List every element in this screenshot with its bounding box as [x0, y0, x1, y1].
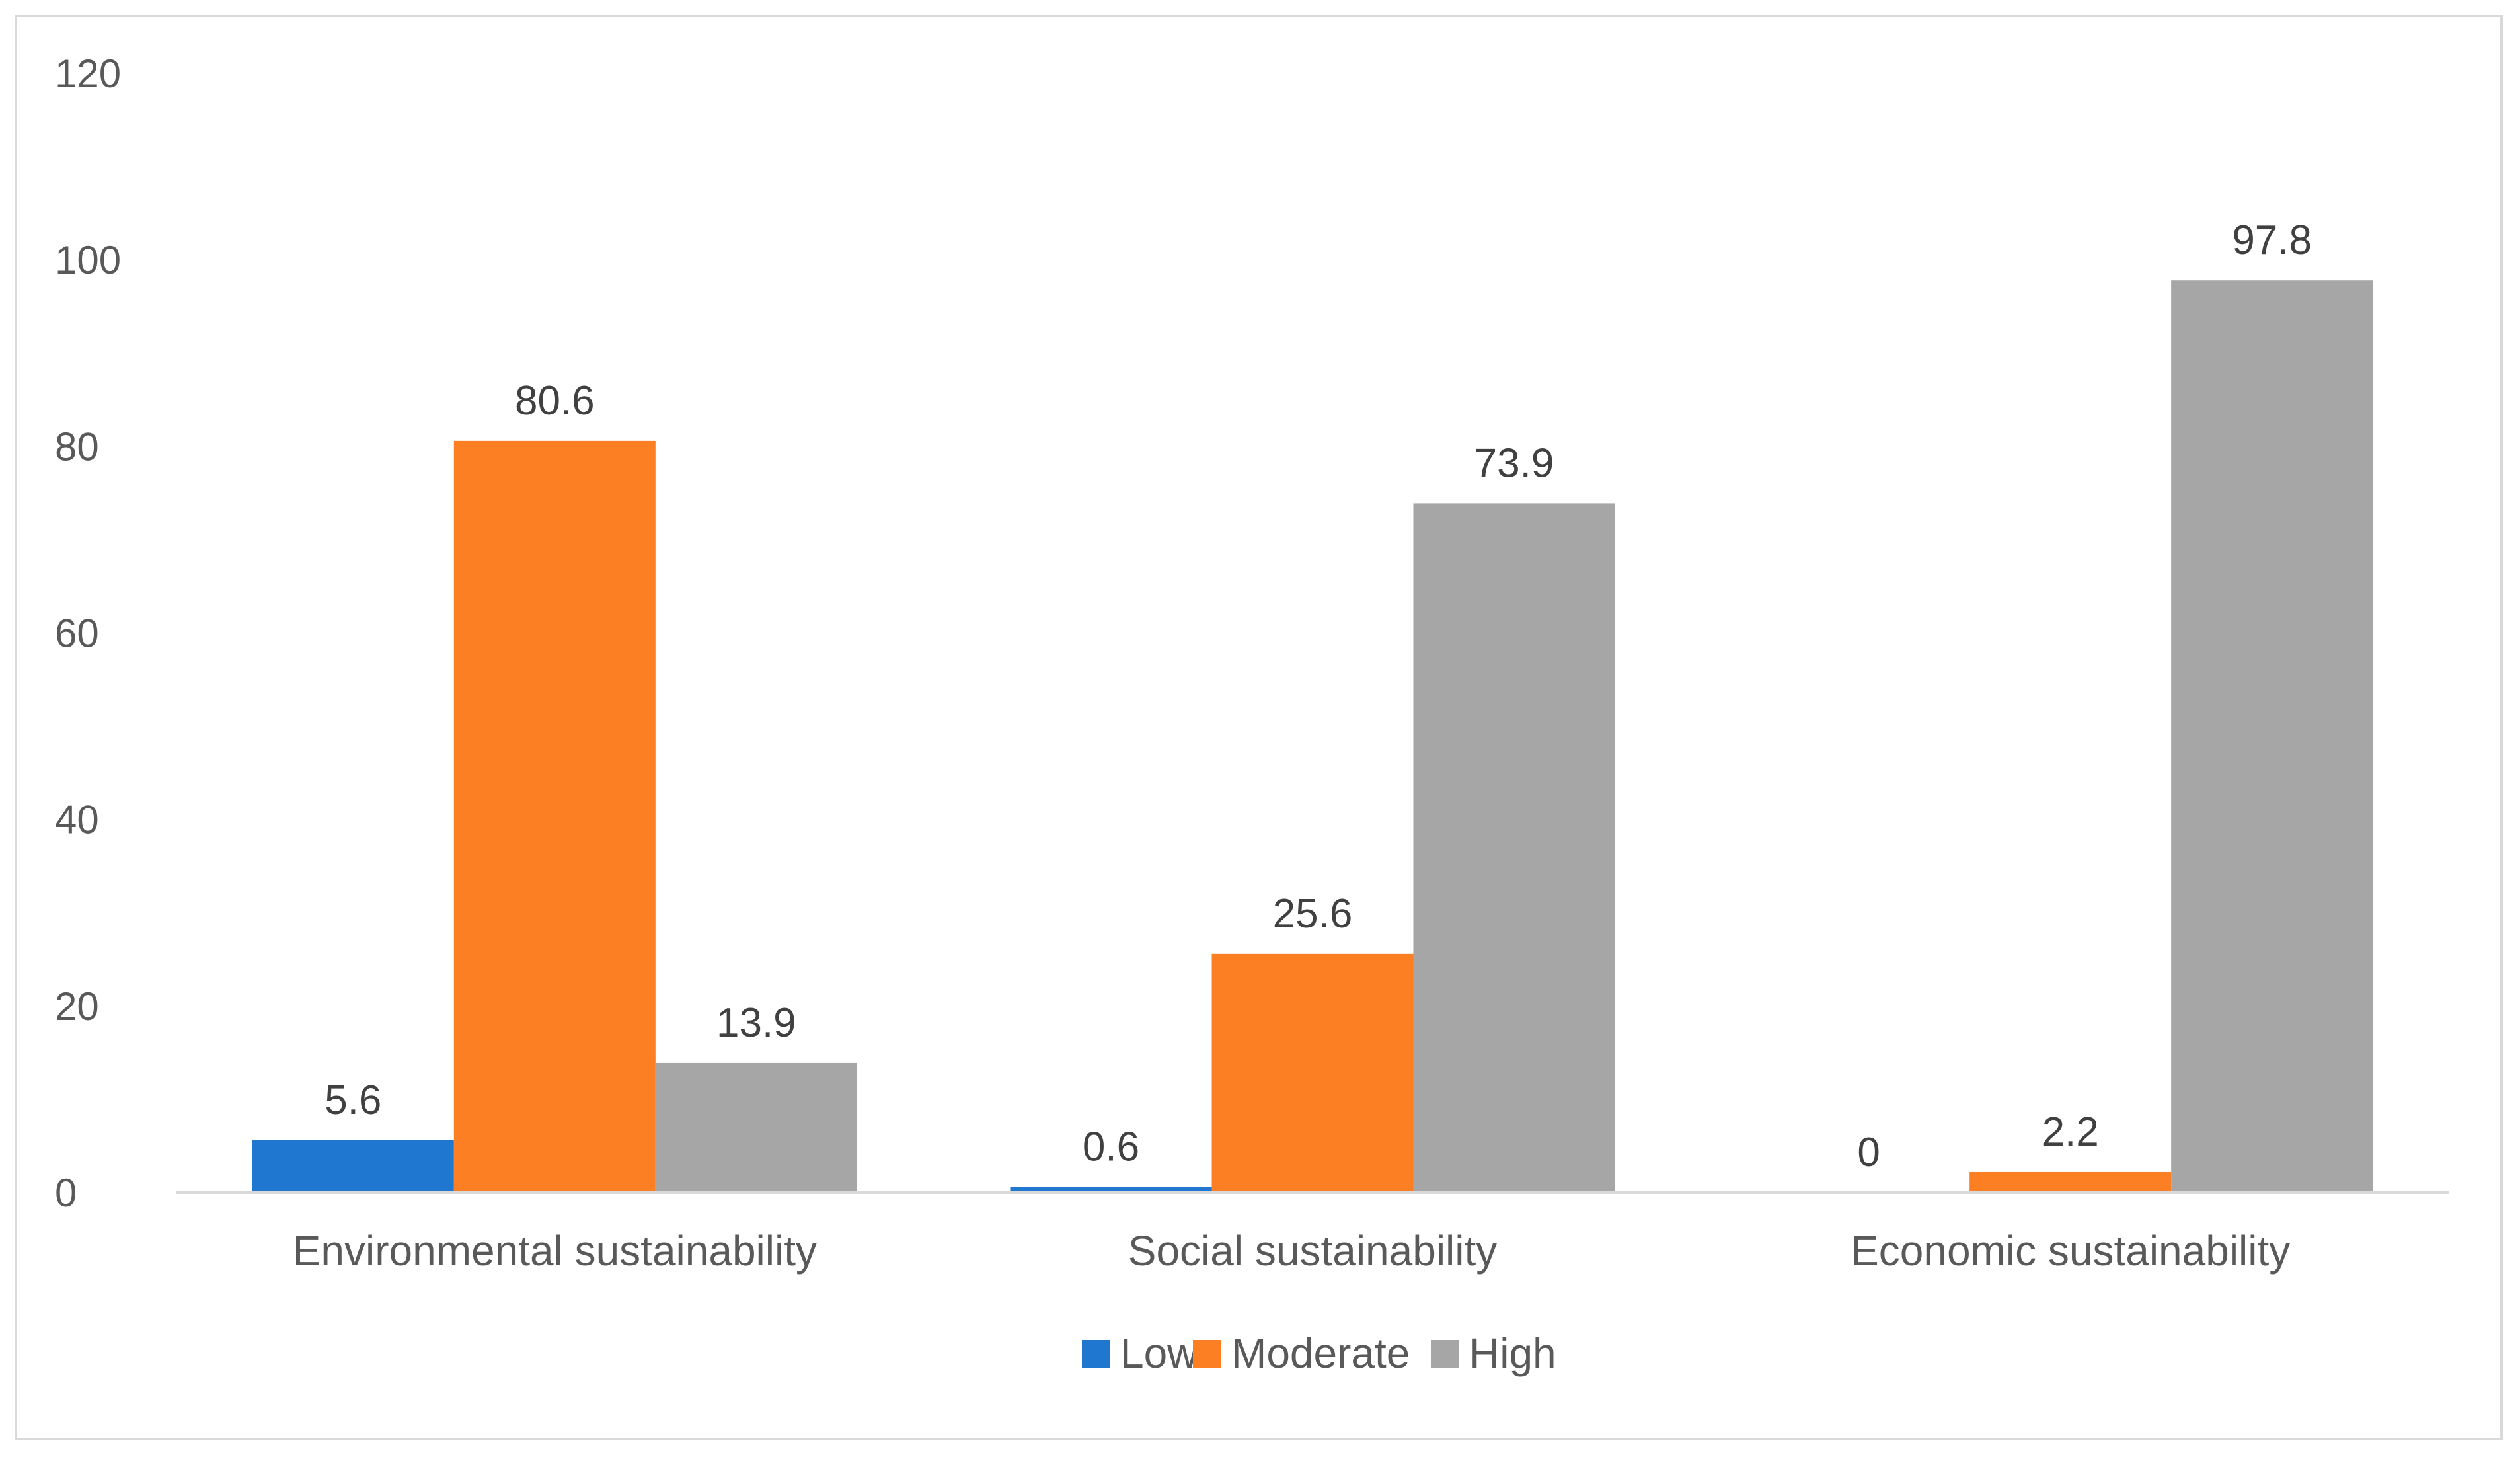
- legend-label: Low: [1120, 1329, 1198, 1377]
- bar-moderate-1: [1211, 953, 1414, 1193]
- y-axis: 0 20 40 60 80 100 120: [55, 52, 121, 1215]
- legend-label: High: [1469, 1329, 1556, 1377]
- legend-label: Moderate: [1231, 1329, 1410, 1377]
- bar-high-0: [655, 1062, 857, 1193]
- category-label: Economic sustainability: [1851, 1227, 2290, 1275]
- legend: Low Moderate High: [1082, 1329, 1556, 1377]
- y-tick-label: 100: [55, 238, 121, 282]
- data-label: 25.6: [1273, 891, 1353, 937]
- legend-swatch-high: [1431, 1340, 1459, 1368]
- data-label: 0: [1857, 1130, 1880, 1175]
- data-labels: 5.6 80.6 13.9 0.6 25.6 73.9 0 2.2 97.8: [325, 217, 2312, 1175]
- data-label: 13.9: [716, 1000, 796, 1046]
- chart-frame: 0 20 40 60 80 100 120 5.6 80.6 13.9 0.6 25.6 73.9 0 2…: [15, 15, 2503, 1440]
- y-tick-label: 80: [55, 424, 99, 469]
- legend-swatch-low: [1082, 1340, 1110, 1368]
- bar-high-2: [2171, 280, 2373, 1193]
- y-tick-label: 20: [55, 984, 99, 1029]
- bar-moderate-2: [1969, 1171, 2172, 1193]
- bars: [252, 280, 2373, 1193]
- data-label: 80.6: [515, 378, 595, 424]
- data-label: 73.9: [1474, 440, 1554, 486]
- bar-moderate-0: [453, 440, 656, 1193]
- y-tick-label: 60: [55, 611, 99, 656]
- data-label: 2.2: [2042, 1109, 2099, 1155]
- y-tick-label: 40: [55, 798, 99, 842]
- legend-swatch-moderate: [1193, 1340, 1221, 1368]
- category-label: Social sustainability: [1128, 1227, 1498, 1275]
- category-label: Environmental sustainability: [293, 1227, 817, 1275]
- bar-low-1: [1010, 1187, 1212, 1193]
- bar-low-0: [252, 1140, 454, 1193]
- data-label: 5.6: [325, 1078, 381, 1123]
- y-tick-label: 120: [55, 52, 121, 96]
- bar-high-1: [1413, 503, 1615, 1193]
- data-label: 0.6: [1083, 1124, 1139, 1170]
- y-tick-label: 0: [55, 1171, 77, 1215]
- category-labels: Environmental sustainability Social susta…: [293, 1227, 2291, 1275]
- data-label: 97.8: [2232, 217, 2312, 263]
- bar-chart: 0 20 40 60 80 100 120 5.6 80.6 13.9 0.6 25.6 73.9 0 2…: [55, 52, 2449, 1377]
